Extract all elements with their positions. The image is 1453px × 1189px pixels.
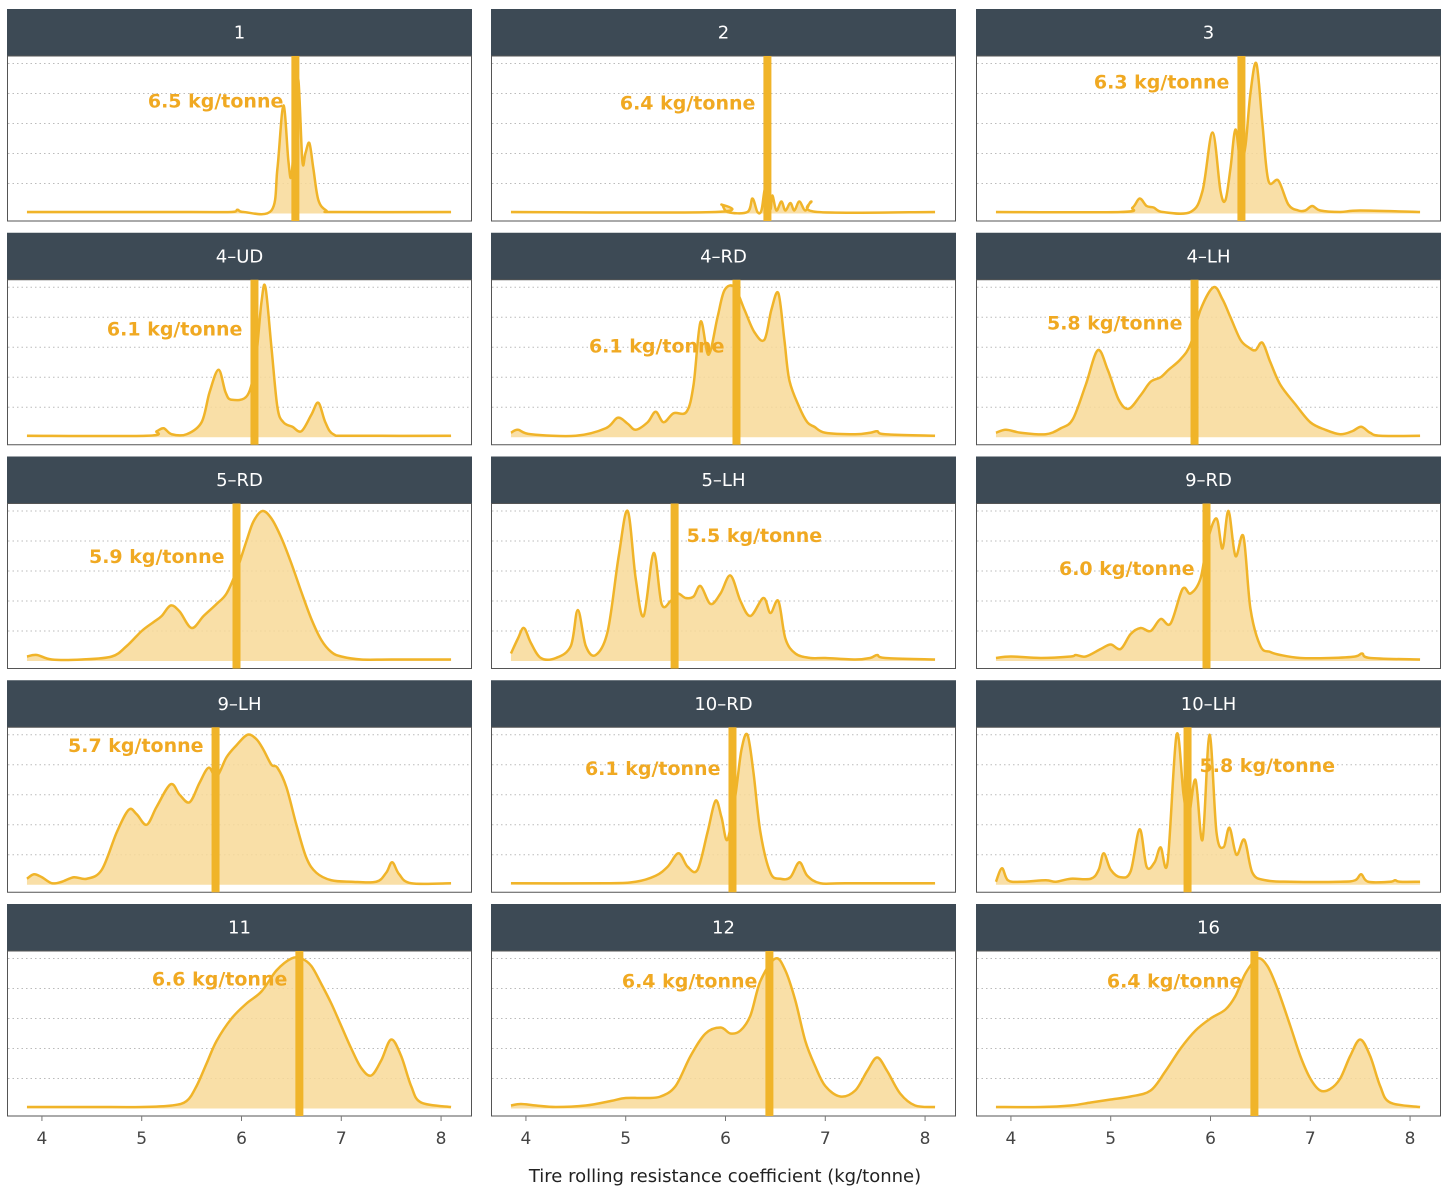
panel-title: 12 — [712, 918, 735, 939]
mean-annotation: 6.0 kg/tonne — [1059, 558, 1195, 580]
density-area — [26, 284, 452, 438]
density-line — [26, 733, 452, 886]
mean-annotation: 6.1 kg/tonne — [585, 758, 721, 780]
density-line — [509, 509, 936, 661]
panel: 2 6.4 kg/tonne — [491, 9, 956, 222]
panel: 10–RD 6.1 kg/tonne — [491, 680, 956, 893]
panel-header — [7, 680, 472, 728]
panel-title: 4–LH — [1186, 246, 1230, 267]
panel-header — [491, 9, 956, 56]
x-tick-label: 4 — [37, 1129, 48, 1149]
panel: 16 6.4 kg/tonne 4 5 6 7 8 — [976, 904, 1441, 1149]
x-tick-label: 7 — [820, 1129, 831, 1149]
mean-annotation: 6.6 kg/tonne — [152, 969, 288, 991]
x-tick-label: 6 — [236, 1129, 247, 1149]
density-line — [995, 285, 1421, 438]
mean-annotation: 6.3 kg/tonne — [1094, 72, 1230, 94]
panel-title: 5–LH — [701, 470, 745, 491]
density-area — [510, 285, 936, 438]
panel-title: 2 — [718, 23, 729, 44]
x-tick-label: 4 — [521, 1129, 532, 1149]
mean-annotation: 5.5 kg/tonne — [687, 525, 823, 547]
mean-annotation: 5.8 kg/tonne — [1047, 312, 1183, 334]
panel-header — [976, 232, 1441, 280]
mean-annotation: 6.1 kg/tonne — [107, 318, 243, 340]
density-area — [510, 733, 936, 885]
panel-title: 4–UD — [216, 246, 264, 267]
panel: 1 6.5 kg/tonne — [7, 9, 472, 222]
density-line — [995, 509, 1421, 661]
panel: 9–RD 6.0 kg/tonne — [976, 456, 1441, 669]
density-area — [26, 734, 452, 885]
panel-title: 4–RD — [700, 246, 747, 267]
x-axis-label: Tire rolling resistance coefficient (kg/… — [528, 1166, 921, 1187]
mean-annotation: 6.4 kg/tonne — [622, 971, 758, 993]
x-tick-label: 5 — [136, 1129, 147, 1149]
density-area — [995, 733, 1421, 885]
x-tick-label: 5 — [1105, 1129, 1116, 1149]
panel-header — [976, 904, 1441, 951]
density-area — [510, 510, 936, 661]
x-tick-label: 8 — [1405, 1129, 1416, 1149]
density-line — [26, 509, 452, 662]
x-tick-label: 8 — [920, 1129, 931, 1149]
panel-title: 9–RD — [1185, 470, 1232, 491]
panel-header — [976, 680, 1441, 728]
mean-annotation: 5.8 kg/tonne — [1200, 755, 1336, 777]
panel-title: 3 — [1203, 23, 1214, 44]
panel-header — [7, 9, 472, 56]
panel-title: 9–LH — [217, 694, 261, 715]
panel-title: 11 — [228, 918, 251, 939]
x-tick-label: 4 — [1006, 1129, 1017, 1149]
density-line — [510, 284, 936, 438]
density-area — [26, 957, 452, 1109]
x-tick-label: 7 — [336, 1129, 347, 1149]
panel-header — [976, 456, 1441, 504]
mean-annotation: 6.4 kg/tonne — [620, 93, 756, 115]
x-tick-label: 7 — [1305, 1129, 1316, 1149]
panel-header — [976, 9, 1441, 56]
mean-annotation: 6.4 kg/tonne — [1107, 971, 1243, 993]
density-area — [510, 958, 936, 1109]
panel-header — [491, 904, 956, 951]
density-area — [995, 958, 1421, 1109]
panel: 4–RD 6.1 kg/tonne — [491, 232, 956, 446]
panel-title: 10–RD — [694, 694, 752, 715]
x-tick-label: 8 — [436, 1129, 447, 1149]
panel: 11 6.6 kg/tonne 4 5 6 7 8 — [7, 904, 472, 1149]
plot-area — [491, 55, 956, 222]
mean-annotation: 5.9 kg/tonne — [89, 546, 225, 568]
panel-header — [7, 232, 472, 280]
density-area — [995, 287, 1421, 438]
panel: 9–LH 5.7 kg/tonne — [7, 680, 472, 893]
mean-annotation: 5.7 kg/tonne — [68, 735, 204, 757]
mean-annotation: 6.5 kg/tonne — [148, 91, 284, 113]
panel-title: 1 — [234, 23, 245, 44]
panel-title: 16 — [1197, 918, 1220, 939]
x-tick-label: 5 — [620, 1129, 631, 1149]
panel-header — [7, 904, 472, 951]
panel: 5–LH 5.5 kg/tonne — [491, 456, 956, 669]
panel: 10–LH 5.8 kg/tonne — [976, 680, 1441, 893]
panel: 3 6.3 kg/tonne — [976, 9, 1441, 222]
panel-header — [491, 680, 956, 728]
panel-header — [7, 456, 472, 504]
panel-header — [491, 232, 956, 280]
density-line — [510, 956, 936, 1109]
panel-title: 5–RD — [216, 470, 263, 491]
plot-area — [7, 55, 472, 222]
x-tick-label: 6 — [1205, 1129, 1216, 1149]
panel: 12 6.4 kg/tonne 4 5 6 7 8 — [491, 904, 956, 1149]
panel-title: 10–LH — [1181, 694, 1236, 715]
panel: 4–LH 5.8 kg/tonne — [976, 232, 1441, 446]
panel: 4–UD 6.1 kg/tonne — [7, 232, 472, 446]
panel: 5–RD 5.9 kg/tonne — [7, 456, 472, 669]
mean-annotation: 6.1 kg/tonne — [589, 335, 725, 357]
density-area — [995, 62, 1421, 214]
panel-header — [491, 456, 956, 504]
x-tick-label: 6 — [720, 1129, 731, 1149]
